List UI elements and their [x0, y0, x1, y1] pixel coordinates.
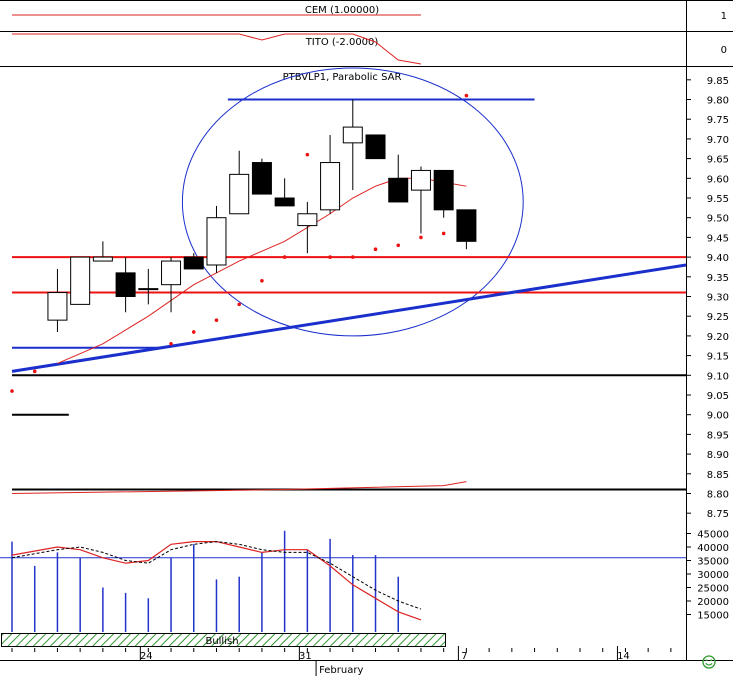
volume-tick-label-1: 20000: [697, 597, 729, 608]
sar-dot-8: [260, 278, 264, 283]
sar-dot-5: [191, 330, 196, 334]
horizontal-lines-layer: [12, 98, 686, 491]
volume-tick-label-3: 30000: [697, 570, 729, 581]
price-tick-label-3: 8.90: [707, 450, 729, 461]
price-tick-label-0: 8.75: [707, 509, 729, 520]
candle-body-1: [70, 256, 91, 305]
candle-body-17: [433, 169, 454, 211]
price-tick-label-17: 9.60: [707, 174, 729, 185]
sar-dot-10: [305, 152, 310, 157]
candle-body-12: [320, 162, 341, 211]
date-tick-label-0: 24: [140, 651, 153, 662]
candle-body-11: [297, 213, 318, 227]
date-tick-label-3: 14: [617, 651, 630, 662]
bullish-label: Bullish: [205, 636, 238, 647]
price-tick-label-13: 9.40: [707, 253, 729, 264]
highlight-ellipse-layer: [181, 67, 524, 337]
smiley-icon: [702, 655, 716, 669]
price-tick-label-12: 9.35: [707, 273, 729, 284]
sar-dot-9: [282, 255, 287, 259]
candle-body-6: [183, 256, 204, 270]
candle-body-3: [115, 272, 136, 297]
highlight-ellipse: [181, 67, 524, 337]
price-tick-label-6: 9.05: [707, 391, 729, 402]
price-tick-label-21: 9.80: [707, 96, 729, 107]
sar-dot-11: [328, 255, 332, 259]
sar-dot-4: [169, 341, 173, 346]
lower-band-layer: [11, 481, 467, 494]
price-tick-label-11: 9.30: [707, 293, 729, 304]
candle-body-2: [92, 256, 113, 262]
price-axis-ticks: 8.75 8.80 8.85 8.90 8.95 9.00 9.05 9.10 9.15 9.20…: [686, 76, 729, 520]
uptrend-line: [11, 263, 687, 373]
price-tick-label-15: 9.50: [707, 214, 729, 225]
sar-dot-15: [419, 235, 423, 240]
sar-dot-17: [464, 93, 469, 98]
candle-body-8: [229, 173, 250, 215]
volume-axis-ticks: 15000 20000 25000 30000 35000 40000 45000: [686, 530, 729, 622]
volume-tick-label-4: 35000: [697, 557, 729, 568]
candle-body-13: [342, 126, 363, 144]
price-tick-label-16: 9.55: [707, 194, 729, 205]
candle-body-9: [251, 162, 272, 195]
candle-body-15: [388, 177, 409, 203]
date-axis: 24317142128FebruaryMarch: [11, 646, 672, 676]
tito-title: TITO (-2.0000): [305, 37, 379, 48]
price-tick-label-2: 8.85: [707, 470, 729, 481]
price-tick-label-19: 9.70: [707, 135, 729, 146]
candles-layer: [47, 99, 477, 332]
lower-band-line: [11, 481, 467, 494]
price-tick-label-8: 9.15: [707, 352, 729, 363]
price-tick-label-14: 9.45: [707, 233, 729, 244]
sar-layer: [10, 93, 469, 393]
date-tick-label-2: 7: [461, 651, 467, 662]
candle-body-4: [138, 288, 159, 291]
price-tick-label-5: 9.00: [707, 411, 729, 422]
candle-body-18: [456, 209, 477, 242]
price-tick-label-18: 9.65: [707, 155, 729, 166]
price-tick-label-1: 8.80: [707, 489, 729, 500]
cem-title: CEM (1.00000): [305, 5, 379, 16]
sar-dot-12: [351, 255, 355, 259]
cem-panel: [12, 14, 422, 65]
candle-body-7: [206, 217, 227, 266]
volume-tick-label-2: 25000: [697, 584, 729, 595]
trendline-layer: [11, 263, 687, 373]
candle-body-10: [274, 197, 295, 207]
volume-tick-label-5: 40000: [697, 543, 729, 554]
price-tick-label-9: 9.20: [707, 332, 729, 343]
sar-dot-16: [441, 231, 446, 236]
price-tick-label-7: 9.10: [707, 371, 729, 382]
volume-tick-label-0: 15000: [697, 611, 729, 622]
candle-body-5: [161, 260, 182, 286]
candle-body-16: [410, 169, 431, 191]
candle-body-14: [365, 134, 386, 160]
main-title: PTBVLP1, Parabolic SAR: [283, 72, 402, 83]
volume-oscillator-solid: [11, 540, 422, 621]
sar-dot-14: [396, 243, 401, 248]
volume-tick-label-6: 45000: [697, 530, 729, 541]
price-tick-label-10: 9.25: [707, 312, 729, 323]
month-label-0: February: [319, 665, 363, 676]
date-tick-label-1: 31: [299, 651, 312, 662]
price-tick-label-22: 9.85: [707, 76, 729, 87]
volume-layer: [0, 530, 686, 632]
bullish-band: [1, 633, 446, 647]
price-tick-label-4: 8.95: [707, 430, 729, 441]
sar-dot-13: [373, 247, 378, 252]
sar-dot-3: [32, 369, 37, 374]
cem-axis-label: 1: [721, 11, 727, 22]
tito-axis-label: 0: [721, 45, 727, 56]
sar-dot-2: [10, 389, 14, 393]
price-tick-label-20: 9.75: [707, 115, 729, 126]
sar-dot-7: [237, 302, 241, 307]
candle-body-0: [47, 292, 68, 321]
sar-dot-6: [214, 318, 219, 322]
tito-line: [12, 33, 422, 65]
